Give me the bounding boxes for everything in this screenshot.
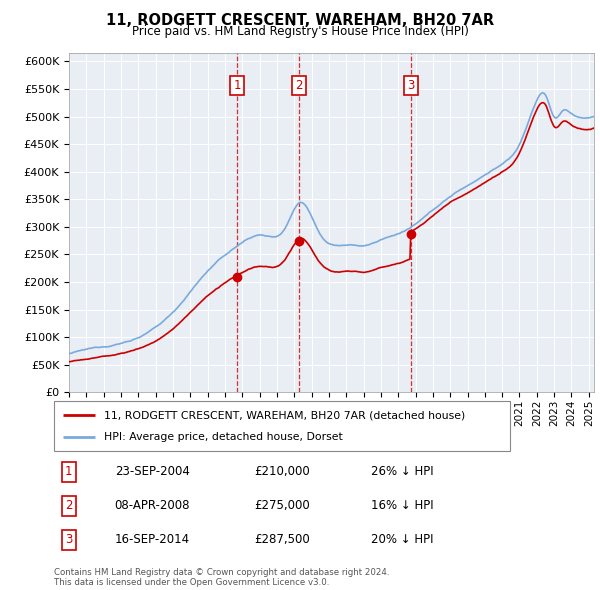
Text: 23-SEP-2004: 23-SEP-2004 (115, 466, 190, 478)
Text: £275,000: £275,000 (254, 499, 310, 513)
Text: 11, RODGETT CRESCENT, WAREHAM, BH20 7AR (detached house): 11, RODGETT CRESCENT, WAREHAM, BH20 7AR … (104, 410, 466, 420)
Text: Contains HM Land Registry data © Crown copyright and database right 2024.
This d: Contains HM Land Registry data © Crown c… (54, 568, 389, 587)
Text: 20% ↓ HPI: 20% ↓ HPI (371, 533, 433, 546)
Text: 16-SEP-2014: 16-SEP-2014 (115, 533, 190, 546)
Text: 08-APR-2008: 08-APR-2008 (115, 499, 190, 513)
Text: 2: 2 (65, 499, 73, 513)
Text: 3: 3 (407, 79, 414, 92)
Text: 2: 2 (295, 79, 302, 92)
Text: 3: 3 (65, 533, 73, 546)
Text: 26% ↓ HPI: 26% ↓ HPI (371, 466, 433, 478)
FancyBboxPatch shape (54, 401, 510, 451)
Text: £210,000: £210,000 (254, 466, 310, 478)
Text: HPI: Average price, detached house, Dorset: HPI: Average price, detached house, Dors… (104, 432, 343, 442)
Text: 1: 1 (65, 466, 73, 478)
Text: 1: 1 (233, 79, 241, 92)
Text: 11, RODGETT CRESCENT, WAREHAM, BH20 7AR: 11, RODGETT CRESCENT, WAREHAM, BH20 7AR (106, 13, 494, 28)
Text: Price paid vs. HM Land Registry's House Price Index (HPI): Price paid vs. HM Land Registry's House … (131, 25, 469, 38)
Text: £287,500: £287,500 (254, 533, 310, 546)
Text: 16% ↓ HPI: 16% ↓ HPI (371, 499, 433, 513)
